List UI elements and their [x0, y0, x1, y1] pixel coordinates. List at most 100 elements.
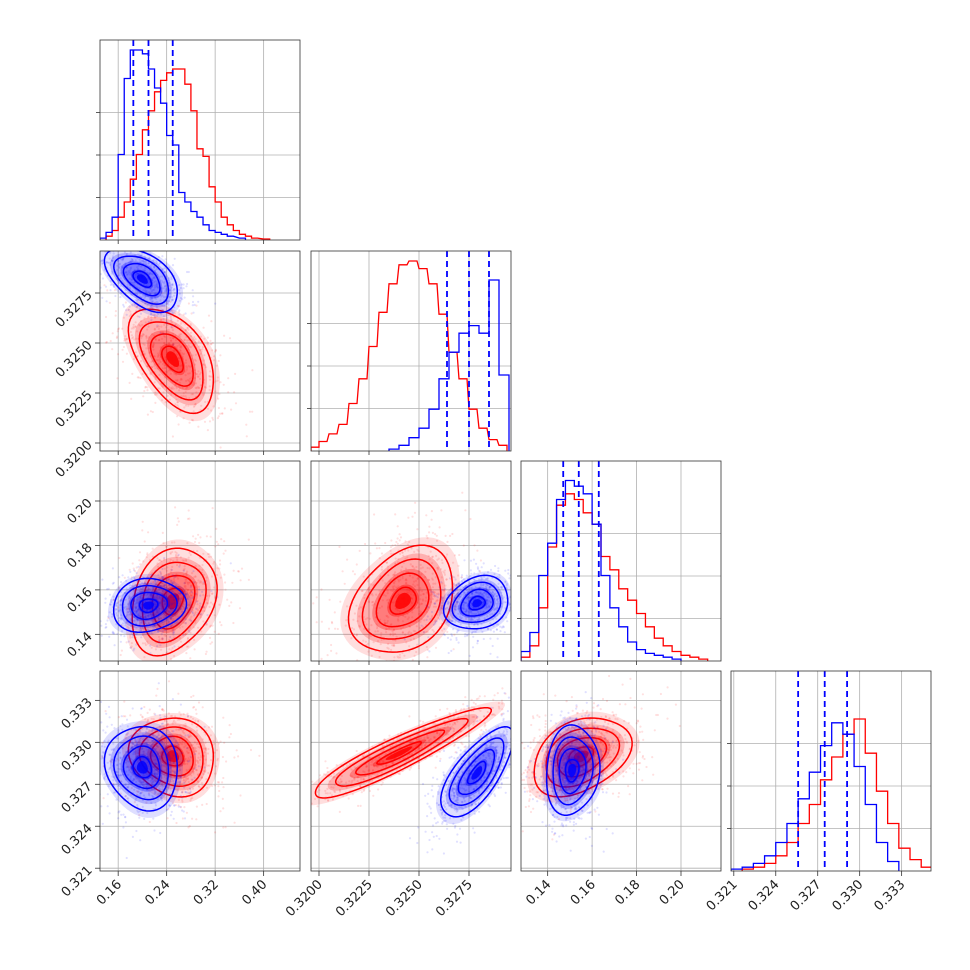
- scatter-point-red: [436, 599, 439, 602]
- scatter-point-blue: [153, 284, 156, 287]
- scatter-point-blue: [111, 582, 114, 585]
- scatter-panel-2: [100, 461, 300, 664]
- scatter-point-blue: [116, 264, 119, 267]
- scatter-point-red: [134, 325, 137, 329]
- scatter-point-red: [145, 334, 148, 337]
- scatter-point-red: [167, 680, 171, 683]
- scatter-point-blue: [169, 289, 172, 292]
- scatter-point-red: [186, 326, 189, 329]
- scatter-point-blue: [115, 604, 118, 607]
- scatter-point-red: [186, 715, 189, 718]
- scatter-point-red: [437, 566, 440, 569]
- scatter-point-red: [387, 598, 390, 601]
- scatter-point-red: [143, 662, 145, 664]
- scatter-point-red: [194, 382, 198, 385]
- scatter-point-red: [390, 552, 393, 556]
- scatter-point-red: [105, 341, 108, 344]
- scatter-point-blue: [517, 614, 519, 616]
- scatter-point-blue: [453, 605, 457, 608]
- scatter-point-blue: [164, 287, 167, 290]
- scatter-point-blue: [134, 633, 137, 636]
- scatter-panel-1: [100, 251, 300, 456]
- scatter-point-blue: [138, 729, 141, 732]
- scatter-point-red: [166, 609, 169, 613]
- scatter-point-red: [139, 376, 142, 380]
- scatter-point-blue: [139, 628, 142, 631]
- scatter-point-red: [189, 744, 193, 747]
- scatter-point-red: [417, 601, 420, 604]
- scatter-point-blue: [473, 572, 476, 575]
- scatter-point-red: [356, 659, 359, 661]
- scatter-point-blue: [450, 603, 453, 606]
- scatter-point-red: [162, 725, 165, 729]
- scatter-point-red: [150, 366, 153, 369]
- scatter-point-red: [352, 628, 356, 631]
- scatter-point-red: [159, 318, 162, 321]
- scatter-point-blue: [115, 623, 118, 626]
- scatter-point-red: [195, 593, 198, 596]
- scatter-point-red: [419, 567, 422, 570]
- scatter-point-red: [196, 454, 198, 456]
- scatter-point-blue: [504, 569, 507, 572]
- scatter-point-red: [160, 741, 163, 744]
- scatter-point-blue: [107, 705, 111, 709]
- scatter-point-blue: [448, 618, 451, 621]
- scatter-point-blue: [118, 576, 121, 579]
- scatter-point-red: [218, 789, 221, 793]
- scatter-point-red: [213, 751, 216, 754]
- scatter-point-red: [179, 346, 182, 349]
- scatter-point-red: [429, 588, 432, 592]
- scatter-point-red: [185, 379, 188, 382]
- scatter-point-red: [384, 628, 387, 631]
- scatter-point-red: [176, 401, 179, 404]
- scatter-point-blue: [121, 728, 124, 731]
- scatter-point-red: [191, 572, 194, 575]
- scatter-point-red: [194, 766, 197, 769]
- scatter-point-red: [458, 553, 461, 557]
- scatter-point-red: [181, 799, 184, 802]
- scatter-point-blue: [188, 618, 191, 622]
- scatter-point-red: [419, 620, 422, 624]
- scatter-point-red: [176, 319, 179, 322]
- scatter-point-blue: [162, 267, 165, 270]
- scatter-point-red: [217, 632, 220, 635]
- axis-frame: [310, 460, 512, 662]
- scatter-point-red: [182, 621, 185, 625]
- scatter-point-red: [152, 766, 155, 769]
- scatter-point-blue: [494, 592, 497, 595]
- scatter-point-red: [206, 764, 209, 767]
- scatter-point-blue: [130, 258, 133, 261]
- scatter-point-red: [176, 345, 179, 348]
- scatter-point-blue: [109, 289, 112, 292]
- scatter-point-blue: [124, 263, 127, 266]
- scatter-point-blue: [517, 615, 519, 617]
- scatter-point-blue: [171, 574, 174, 577]
- scatter-point-blue: [115, 783, 118, 786]
- scatter-point-red: [136, 305, 139, 308]
- scatter-point-red: [189, 617, 192, 620]
- scatter-point-blue: [462, 578, 465, 581]
- scatter-point-red: [138, 323, 141, 326]
- scatter-point-blue: [481, 592, 484, 596]
- scatter-point-red: [249, 748, 253, 752]
- scatter-point-blue: [176, 741, 179, 744]
- scatter-point-red: [184, 723, 187, 726]
- scatter-point-red: [201, 803, 204, 807]
- scatter-point-blue: [527, 612, 529, 614]
- scatter-point-blue: [155, 301, 158, 304]
- scatter-point-blue: [499, 612, 502, 615]
- scatter-point-blue: [464, 615, 467, 619]
- scatter-point-red: [130, 576, 133, 579]
- scatter-point-red: [380, 632, 383, 635]
- scatter-point-blue: [172, 779, 175, 783]
- scatter-point-blue: [163, 305, 166, 308]
- scatter-point-red: [148, 708, 151, 711]
- scatter-point-red: [158, 576, 161, 579]
- scatter-point-blue: [179, 703, 182, 706]
- scatter-point-red: [187, 509, 190, 512]
- scatter-point-red: [214, 545, 217, 548]
- scatter-point-red: [434, 619, 437, 622]
- scatter-point-red: [402, 554, 405, 557]
- scatter-point-red: [428, 525, 431, 528]
- scatter-point-red: [192, 717, 195, 720]
